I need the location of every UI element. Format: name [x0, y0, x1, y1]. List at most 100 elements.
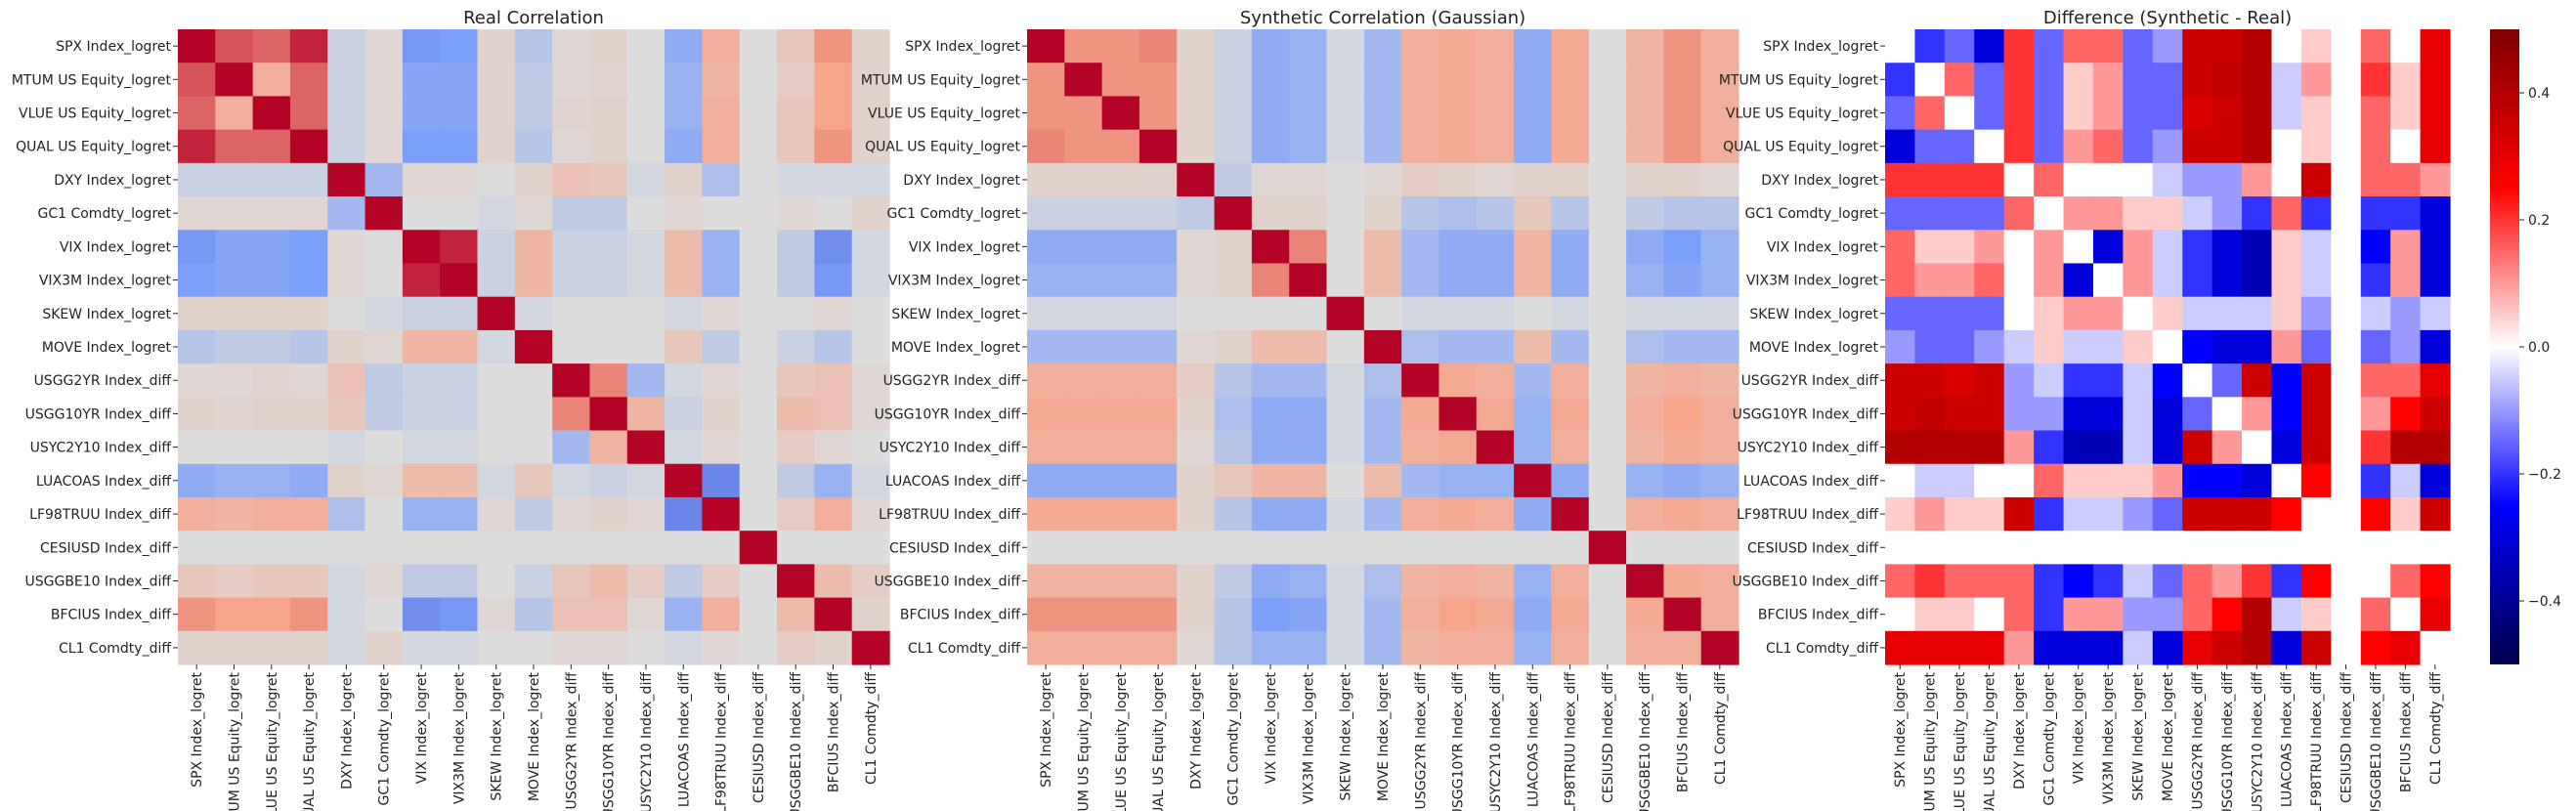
heatmap-cell: [1251, 531, 1290, 565]
heatmap-cell: [1064, 363, 1103, 398]
heatmap-cell: [477, 430, 516, 465]
heatmap-cell: [1401, 263, 1440, 298]
heatmap-cell: [2331, 531, 2362, 565]
heatmap-cell: [327, 496, 366, 532]
heatmap-cell: [2034, 630, 2065, 665]
heatmap-cell: [1326, 397, 1365, 432]
heatmap-cell: [440, 96, 479, 131]
heatmap-cell: [2390, 129, 2422, 164]
heatmap-cell: [1177, 263, 1216, 298]
heatmap-cell: [665, 363, 704, 398]
x-tick-label: VIX Index_logret: [414, 671, 430, 784]
heatmap-cell: [665, 430, 704, 465]
heatmap-cell: [477, 564, 516, 599]
heatmap-cell: [252, 96, 291, 131]
heatmap-cell: [365, 296, 404, 331]
heatmap-cell: [289, 496, 328, 532]
heatmap-cell: [851, 63, 890, 98]
heatmap-cell: [252, 63, 291, 98]
heatmap-cell: [1476, 531, 1515, 565]
heatmap-cell: [477, 496, 516, 532]
heatmap-cell: [2003, 564, 2035, 599]
heatmap-cell: [2271, 463, 2302, 498]
heatmap-cell: [814, 196, 853, 231]
heatmap-cell: [514, 63, 553, 98]
heatmap-cell: [1626, 430, 1664, 465]
heatmap-cell: [440, 430, 479, 465]
heatmap-cell: [2390, 196, 2422, 231]
heatmap-cell: [2300, 597, 2332, 632]
heatmap-cell: [289, 96, 328, 131]
heatmap-cell: [440, 597, 479, 632]
heatmap-cell: [1438, 296, 1478, 331]
x-tick-label: USGG10YR Index_diff: [2220, 672, 2236, 811]
heatmap-cell: [1064, 296, 1103, 331]
heatmap-cell: [2271, 531, 2302, 565]
heatmap-cell: [2003, 96, 2035, 131]
heatmap-cell: [1214, 430, 1253, 465]
heatmap-cell: [1626, 162, 1664, 197]
heatmap-cell: [2034, 196, 2065, 231]
heatmap-cell: [402, 96, 441, 131]
heatmap-cell: [2420, 531, 2451, 565]
heatmap-cell: [327, 162, 366, 197]
heatmap-cell: [851, 363, 890, 398]
x-tick-label: LF98TRUU Index_diff: [1564, 672, 1579, 811]
heatmap-cell: [1514, 63, 1553, 98]
heatmap-cell: [1974, 564, 2005, 599]
heatmap-cell: [365, 430, 404, 465]
heatmap-cell: [1438, 263, 1478, 298]
heatmap-cell: [777, 564, 815, 599]
heatmap-cell: [1289, 496, 1328, 532]
heatmap-cell: [1064, 329, 1103, 364]
heatmap-cell: [289, 63, 328, 98]
heatmap-cell: [215, 630, 254, 665]
heatmap-cell: [178, 196, 216, 231]
heatmap-cell: [252, 430, 291, 465]
heatmap-cell: [777, 29, 815, 64]
heatmap-cell: [2331, 430, 2362, 465]
heatmap-cell: [1401, 397, 1440, 432]
heatmap-cell: [2152, 29, 2183, 64]
heatmap-cell: [1177, 296, 1216, 331]
heatmap-cell: [2182, 96, 2213, 131]
heatmap-cell: [440, 162, 479, 197]
heatmap-cell: [1438, 329, 1478, 364]
heatmap-cell: [2003, 630, 2035, 665]
heatmap-cell: [1064, 597, 1103, 632]
y-tick-label: MOVE Index_logret: [891, 340, 1021, 356]
heatmap-cell: [1914, 531, 1946, 565]
heatmap-cell: [1438, 430, 1478, 465]
heatmap-cell: [2300, 363, 2332, 398]
heatmap-cell: [2331, 597, 2362, 632]
heatmap-cell: [1177, 463, 1216, 498]
heatmap-cell: [1101, 230, 1140, 265]
heatmap-cell: [2034, 564, 2065, 599]
heatmap-cell: [1363, 96, 1402, 131]
heatmap-cell: [1663, 96, 1702, 131]
heatmap-cell: [1476, 63, 1515, 98]
heatmap-cell: [1251, 29, 1290, 64]
heatmap-cell: [2182, 463, 2213, 498]
heatmap-cell: [1064, 564, 1103, 599]
heatmap-cell: [1326, 162, 1365, 197]
heatmap-cell: [1700, 230, 1739, 265]
heatmap-cell: [1251, 96, 1290, 131]
heatmap-cell: [1438, 129, 1478, 164]
heatmap-cell: [1326, 129, 1365, 164]
heatmap-cell: [1944, 263, 1975, 298]
heatmap-cell: [252, 363, 291, 398]
heatmap-cell: [327, 63, 366, 98]
heatmap-cell: [665, 463, 704, 498]
heatmap-cell: [2360, 630, 2391, 665]
panel-title: Synthetic Correlation (Gaussian): [1240, 8, 1525, 28]
heatmap-cell: [1177, 430, 1216, 465]
heatmap-cell: [1438, 63, 1478, 98]
heatmap-cell: [1944, 597, 1975, 632]
heatmap-cell: [777, 230, 815, 265]
heatmap-cell: [1626, 397, 1664, 432]
heatmap-cell: [552, 564, 591, 599]
heatmap-cell: [1944, 296, 1975, 331]
heatmap-cell: [1027, 496, 1065, 532]
heatmap-cell: [2092, 564, 2124, 599]
